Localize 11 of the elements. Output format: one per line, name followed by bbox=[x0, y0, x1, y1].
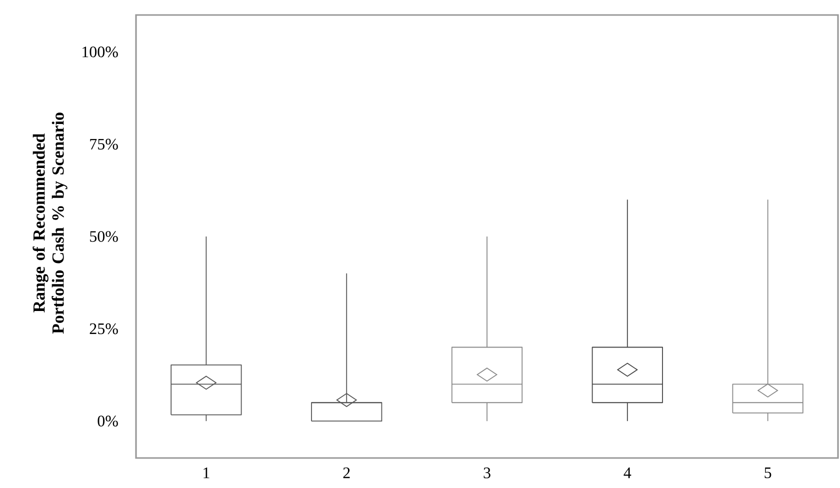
x-tick-label: 5 bbox=[764, 468, 772, 478]
x-tick-label: 4 bbox=[624, 468, 632, 478]
y-tick-label: 50% bbox=[90, 231, 118, 242]
y-axis-title: Range of Recommended Portfolio Cash % by Scenario bbox=[32, 112, 68, 334]
y-tick-label: 0% bbox=[98, 416, 118, 426]
y-tick-label: 100% bbox=[82, 46, 118, 58]
x-tick-label: 2 bbox=[343, 468, 350, 478]
y-tick-label: 75% bbox=[90, 138, 118, 150]
y-tick-label: 25% bbox=[90, 323, 118, 334]
x-tick-label: 3 bbox=[484, 468, 490, 478]
x-tick-label: 1 bbox=[204, 468, 210, 478]
